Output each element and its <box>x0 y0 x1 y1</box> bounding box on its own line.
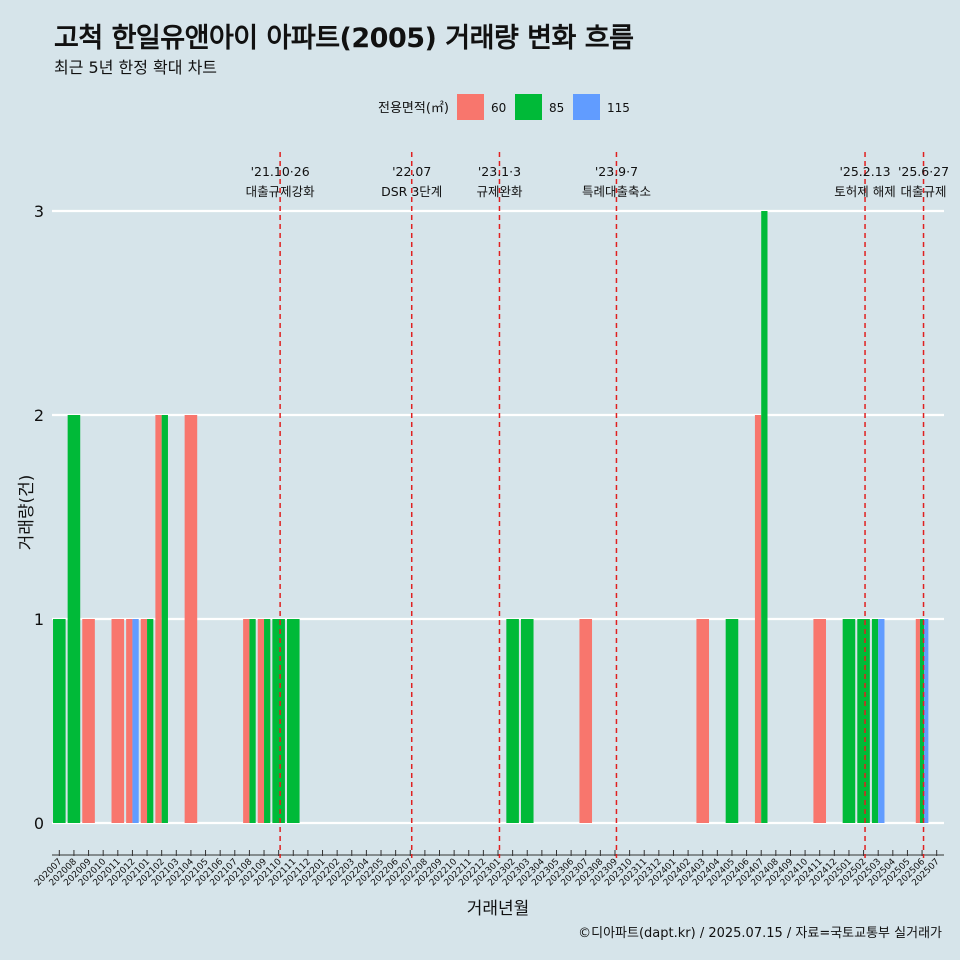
legend-title: 전용면적(㎡) <box>378 101 449 116</box>
bar-60 <box>82 619 95 823</box>
bar-85 <box>286 619 300 823</box>
annotation-date: '22.07 <box>392 164 431 179</box>
annotation-date: '21.10·26 <box>251 164 310 179</box>
bar-60 <box>257 619 265 823</box>
bar-85 <box>857 619 870 823</box>
annotation-date: '25.2.13 <box>839 164 890 179</box>
bar-85 <box>725 619 739 823</box>
bar-85 <box>147 619 154 823</box>
annotation-label: 규제완화 <box>476 184 523 199</box>
bar-60 <box>184 415 198 823</box>
bar-115 <box>924 619 929 823</box>
bar-60 <box>696 619 710 823</box>
legend-key-85 <box>515 94 542 120</box>
bar-115 <box>878 619 885 823</box>
bar-60 <box>126 619 133 823</box>
legend-key-115 <box>573 94 600 120</box>
bar-60 <box>243 619 250 823</box>
bar-85 <box>761 211 768 823</box>
y-axis-title: 거래량(건) <box>17 475 37 551</box>
bar-85 <box>919 619 925 823</box>
bar-60 <box>754 415 762 823</box>
y-tick-label: 3 <box>34 202 44 221</box>
source-caption: ©디아파트(dapt.kr) / 2025.07.15 / 자료=국토교통부 실… <box>578 926 942 941</box>
x-axis-title: 거래년월 <box>467 899 530 919</box>
bar-60 <box>111 619 125 823</box>
bar-85 <box>506 619 519 823</box>
bar-85 <box>520 619 534 823</box>
bar-60 <box>140 619 148 823</box>
y-tick-label: 1 <box>34 610 44 629</box>
annotation-label: 대출규제강화 <box>246 184 316 199</box>
bar-85 <box>264 619 271 823</box>
annotation-label: 토허제 해제 <box>834 184 895 199</box>
y-tick-label: 2 <box>34 406 44 425</box>
y-tick-label: 0 <box>34 814 44 833</box>
legend-label: 60 <box>491 101 506 115</box>
bar-85 <box>871 619 879 823</box>
legend-key-60 <box>457 94 484 120</box>
bar-85 <box>842 619 856 823</box>
bar-85 <box>272 619 285 823</box>
legend-label: 85 <box>549 101 564 115</box>
bar-60 <box>155 415 162 823</box>
annotation-date: '25.6·27 <box>898 164 949 179</box>
bar-85 <box>67 415 81 823</box>
annotation-label: DSR 3단계 <box>381 184 442 199</box>
bar-60 <box>579 619 593 823</box>
annotation-label: 특례대출축소 <box>582 184 651 199</box>
annotation-date: '23.9·7 <box>595 164 638 179</box>
annotation-label: 대출규제 <box>901 184 947 199</box>
bar-85 <box>161 415 168 823</box>
legend-label: 115 <box>607 101 630 115</box>
bar-115 <box>132 619 139 823</box>
chart-title: 고척 한일유앤아이 아파트(2005) 거래량 변화 흐름 <box>54 23 634 54</box>
bar-60 <box>915 619 920 823</box>
bar-85 <box>53 619 66 823</box>
bar-85 <box>249 619 256 823</box>
annotation-date: '23.1·3 <box>478 164 521 179</box>
bar-60 <box>813 619 826 823</box>
chart-subtitle: 최근 5년 한정 확대 차트 <box>54 58 218 77</box>
